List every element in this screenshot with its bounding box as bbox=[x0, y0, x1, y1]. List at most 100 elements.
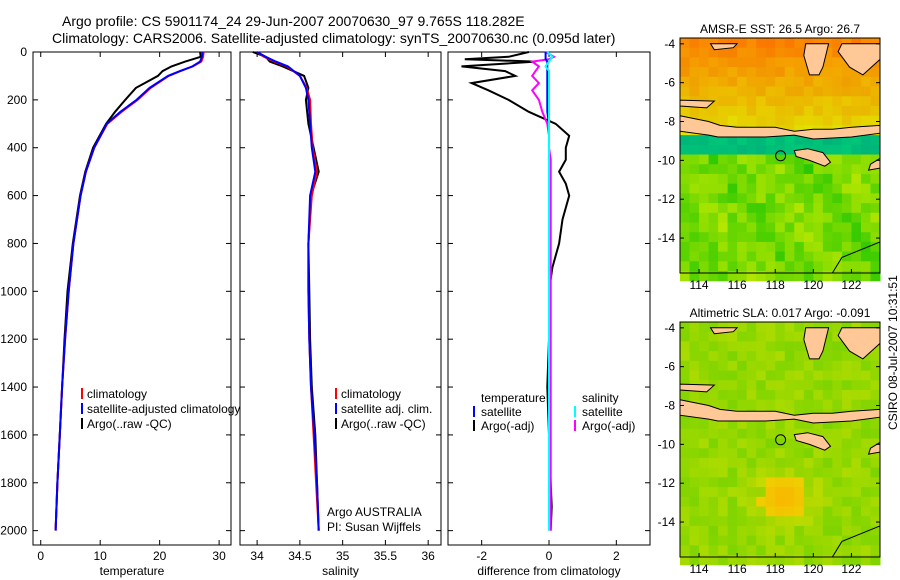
map-cell bbox=[784, 506, 795, 517]
map-cell bbox=[765, 428, 776, 440]
map-cell bbox=[832, 438, 843, 449]
map-y-tick-label: -14 bbox=[658, 231, 676, 245]
map-cell bbox=[689, 487, 700, 498]
map-cell bbox=[699, 261, 710, 272]
map-cell bbox=[746, 96, 757, 107]
map-cell bbox=[870, 76, 881, 88]
map-cell bbox=[870, 251, 881, 262]
map-cell bbox=[746, 222, 757, 233]
map-cell bbox=[832, 164, 843, 175]
map-cell bbox=[775, 271, 786, 282]
map-cell bbox=[794, 38, 805, 49]
map-cell bbox=[756, 241, 767, 253]
map-cell bbox=[822, 241, 833, 253]
map-cell bbox=[860, 370, 871, 381]
map-cell bbox=[803, 173, 814, 185]
map-y-tick-label: -12 bbox=[658, 192, 676, 206]
map-cell bbox=[708, 399, 719, 410]
map-cell bbox=[699, 506, 710, 517]
map-cell bbox=[680, 261, 691, 272]
x-axis-label: salinity bbox=[322, 564, 359, 578]
map-cell bbox=[727, 271, 738, 282]
legend-swatch bbox=[81, 388, 83, 399]
map-cell bbox=[765, 222, 776, 233]
map-cell bbox=[851, 506, 862, 517]
map-cell bbox=[822, 261, 833, 272]
map-cell bbox=[708, 506, 719, 517]
map-cell bbox=[737, 154, 748, 165]
map-cell bbox=[841, 183, 852, 194]
map-cell bbox=[737, 535, 748, 546]
map-cell bbox=[784, 419, 795, 430]
map-cell bbox=[822, 477, 833, 488]
map-cell bbox=[775, 173, 786, 185]
map-cell bbox=[756, 322, 767, 333]
map-cell bbox=[841, 525, 852, 537]
map-cell bbox=[699, 173, 710, 185]
x-tick-label: -2 bbox=[476, 549, 487, 563]
map-cell bbox=[784, 380, 795, 391]
map-cell bbox=[689, 535, 700, 546]
map-cell bbox=[680, 370, 691, 381]
map-cell bbox=[832, 457, 843, 469]
map-cell bbox=[870, 115, 881, 126]
x-axis-label: difference from climatology bbox=[477, 564, 620, 578]
map-cell bbox=[727, 105, 738, 117]
map-cell bbox=[851, 222, 862, 233]
map-cell bbox=[794, 154, 805, 165]
map-cell bbox=[832, 232, 843, 243]
map-cell bbox=[794, 370, 805, 381]
map-cell bbox=[737, 203, 748, 214]
map-cell bbox=[765, 341, 776, 352]
map-cell bbox=[784, 212, 795, 224]
map-cell bbox=[841, 496, 852, 508]
map-cell bbox=[765, 271, 776, 282]
map-cell bbox=[746, 399, 757, 410]
map-cell bbox=[784, 457, 795, 469]
map-cell bbox=[803, 419, 814, 430]
x-axis-label: temperature bbox=[100, 564, 165, 578]
map-cell bbox=[803, 251, 814, 262]
map-cell bbox=[756, 67, 767, 78]
map-cell bbox=[803, 389, 814, 401]
map-cell bbox=[784, 57, 795, 68]
map-cell bbox=[718, 419, 729, 430]
map-cell bbox=[775, 438, 786, 449]
map-cell bbox=[822, 428, 833, 440]
map-cell bbox=[680, 545, 691, 556]
map-cell bbox=[756, 555, 767, 566]
map-cell bbox=[851, 487, 862, 498]
map-cell bbox=[756, 428, 767, 440]
map-cell bbox=[680, 438, 691, 449]
profile-panel-0: 0 10 20 30 0 200 400 600 800 1000 1200 1400 1600 1800… bbox=[0, 45, 240, 578]
map-cell bbox=[822, 496, 833, 508]
map-cell bbox=[746, 525, 757, 537]
map-cell bbox=[794, 173, 805, 185]
map-cell bbox=[765, 535, 776, 546]
map-cell bbox=[832, 370, 843, 381]
map-cell bbox=[699, 516, 710, 527]
map-cell bbox=[689, 351, 700, 362]
map-color-field bbox=[680, 322, 881, 566]
map-cell bbox=[775, 183, 786, 194]
map-cell bbox=[699, 428, 710, 440]
legend-swatch bbox=[81, 418, 83, 429]
map-cell bbox=[765, 467, 776, 478]
map-cell bbox=[813, 370, 824, 381]
map-cell bbox=[813, 506, 824, 517]
map-cell bbox=[718, 380, 729, 391]
map-cell bbox=[680, 351, 691, 362]
map-cell bbox=[689, 212, 700, 224]
map-cell bbox=[851, 164, 862, 175]
map-cell bbox=[822, 535, 833, 546]
map-cell bbox=[718, 135, 729, 146]
map-cell bbox=[737, 232, 748, 243]
legend-header-temperature: temperature bbox=[481, 391, 546, 405]
map-cell bbox=[832, 271, 843, 282]
map-cell bbox=[870, 487, 881, 498]
map-cell bbox=[708, 203, 719, 214]
map-cell bbox=[832, 487, 843, 498]
map-cell bbox=[699, 535, 710, 546]
argo-location-marker bbox=[775, 434, 787, 446]
map-cell bbox=[746, 448, 757, 459]
